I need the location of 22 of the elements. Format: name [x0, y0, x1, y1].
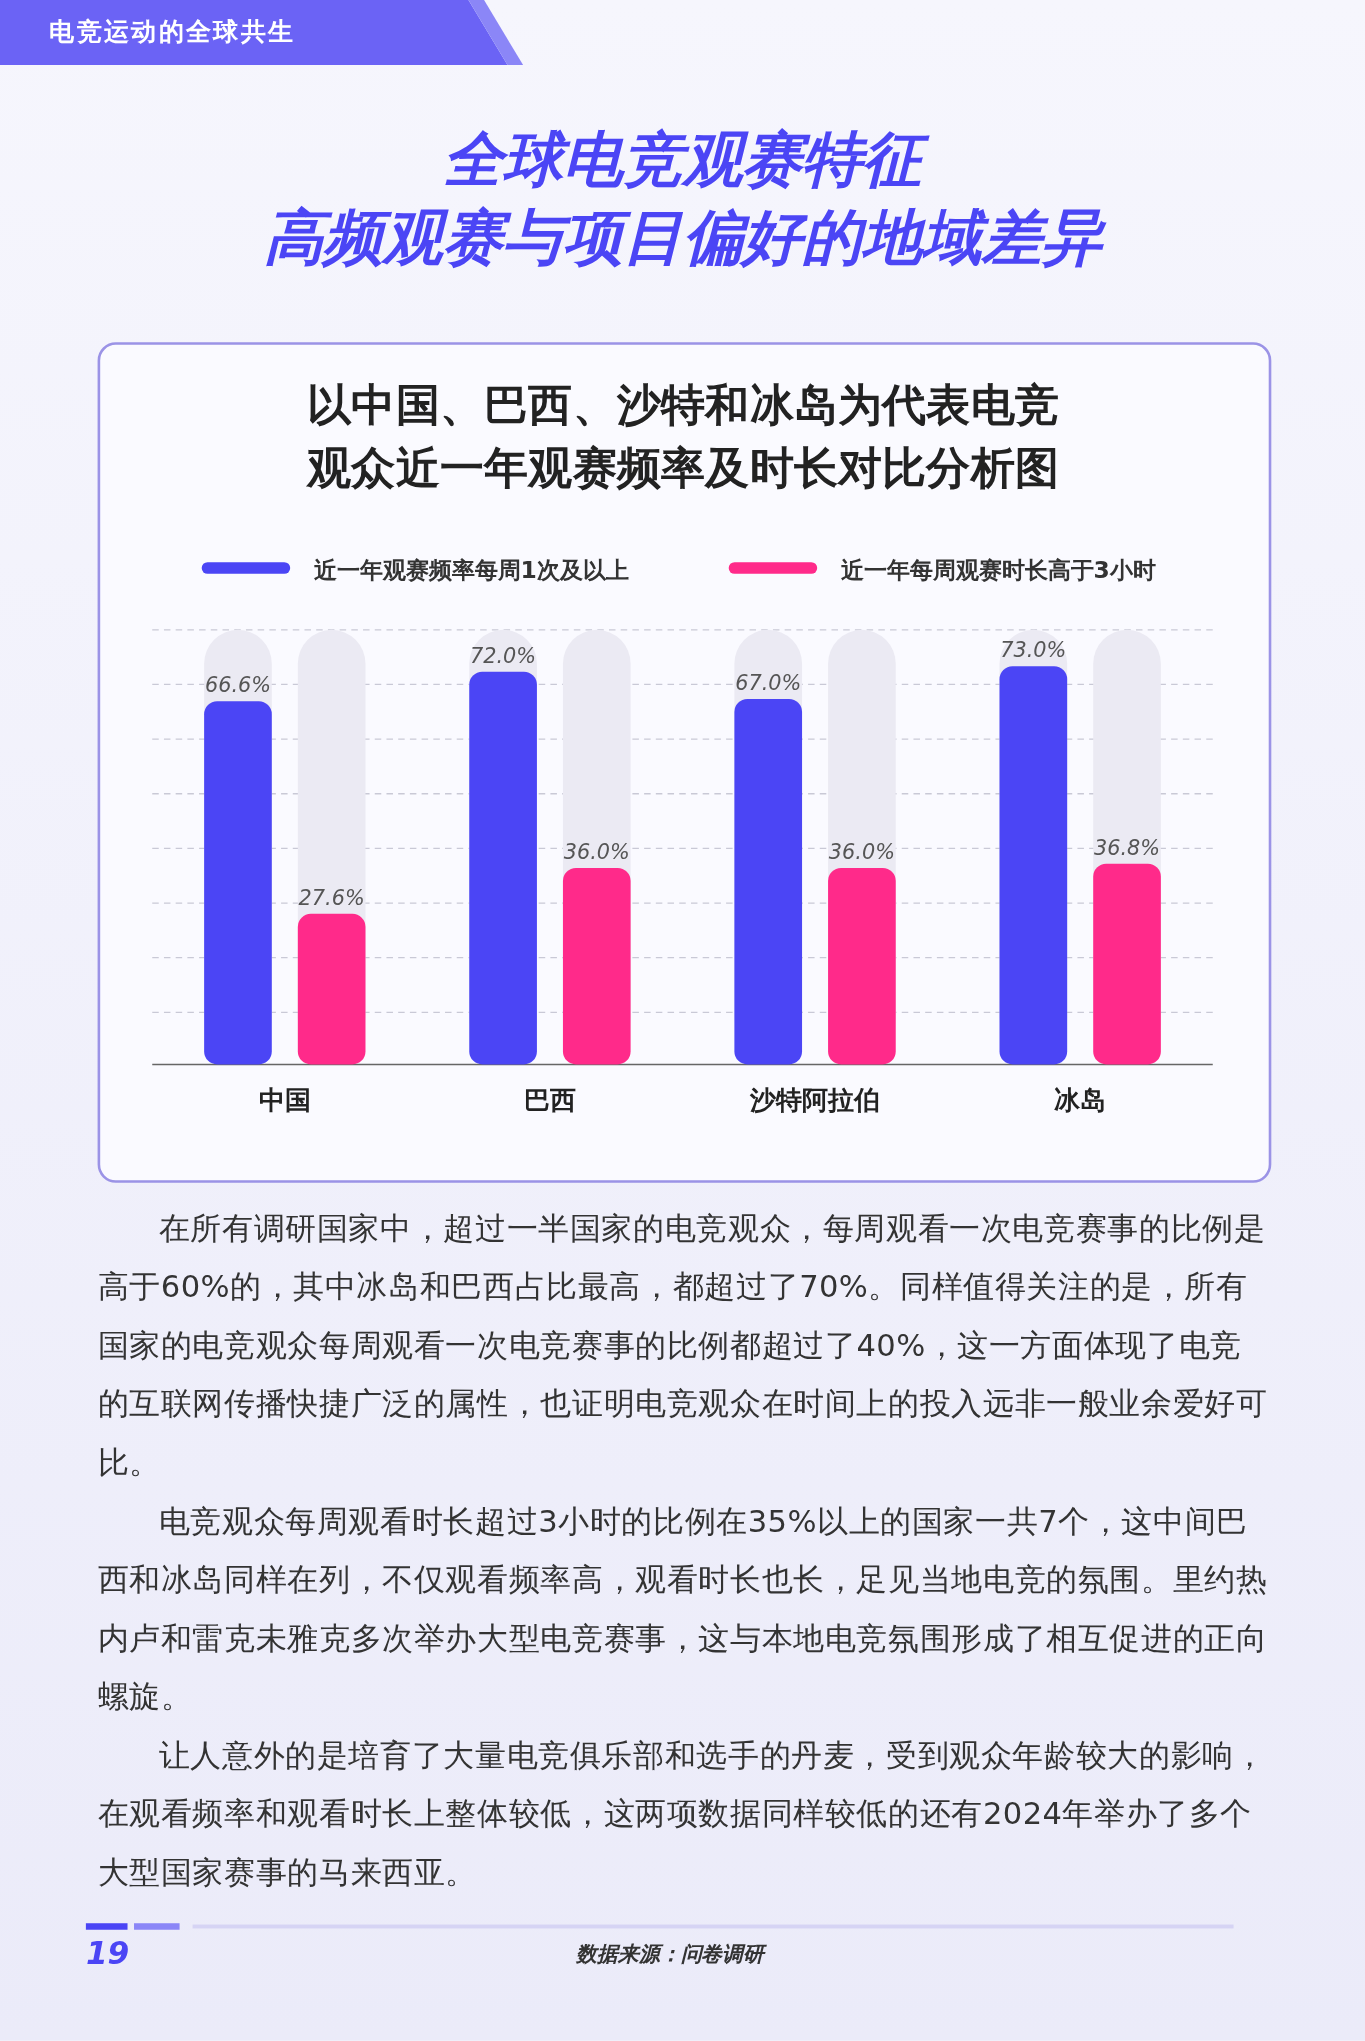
data-label: 36.0% [563, 839, 630, 864]
data-label: 36.8% [1094, 835, 1161, 860]
text: 在所有调研国家中，超过一半国家的电竞观众，每周观看一次电竞赛事的比例是高于60%的，其中冰岛和巴西占比最高，都超过了70%。同样值得关注的是，所有国家的电竞观众每周观看一次电竞赛事的比例都超过了40%，这一方面体现了电竞的互联网传播快捷广泛的属性，也证明电竞观众在时间上的投入远非一般业余爱好可比。 [97, 1209, 1269, 1483]
text: 19 [85, 1934, 130, 1972]
data-label: 67.0% [735, 670, 802, 695]
text: 电竞观众每周观看时长超过3小时的比例在35%以上的国家一共7个，这中间巴西和冰岛同样在列，不仅观看频率高，观看时长也长，足见当地电竞的氛围。里约热内卢和雷克未雅克多次举办大型电竞赛事，这与本地电竞氛围形成了相互促进的正向螺旋。 [97, 1501, 1269, 1718]
data-label: 36.0% [828, 839, 895, 864]
legend-label: 近一年每周观赛时长高于3小时 [839, 555, 1156, 584]
x-tick-label: 中国 [258, 1084, 311, 1115]
x-tick-label: 巴西 [523, 1084, 576, 1115]
text: 让人意外的是培育了大量电竞俱乐部和选手的丹麦，受到观众年龄较大的影响，在观看频率和观看时长上整体较低，这两项数据同样较低的还有2024年举办了多个大型国家赛事的马来西亚。 [97, 1736, 1267, 1893]
data-label: 73.0% [1000, 638, 1067, 663]
text: 高频观赛与项目偏好的地域差异 [262, 200, 1108, 274]
data-label: 66.6% [204, 673, 271, 698]
data-label: 27.6% [298, 885, 365, 910]
x-tick-label: 沙特阿拉伯 [749, 1084, 881, 1115]
chart-title: 以中国、巴西、沙特和冰岛为代表电竞观众近一年观赛频率及时长对比分析图 [305, 377, 1061, 496]
text: 全球电竞观赛特征 [442, 122, 931, 196]
data-label: 72.0% [470, 643, 537, 668]
text: 电竞运动的全球共生 [49, 15, 296, 48]
x-tick-label: 冰岛 [1054, 1084, 1107, 1115]
legend-label: 近一年观赛频率每周1次及以上 [312, 555, 629, 584]
